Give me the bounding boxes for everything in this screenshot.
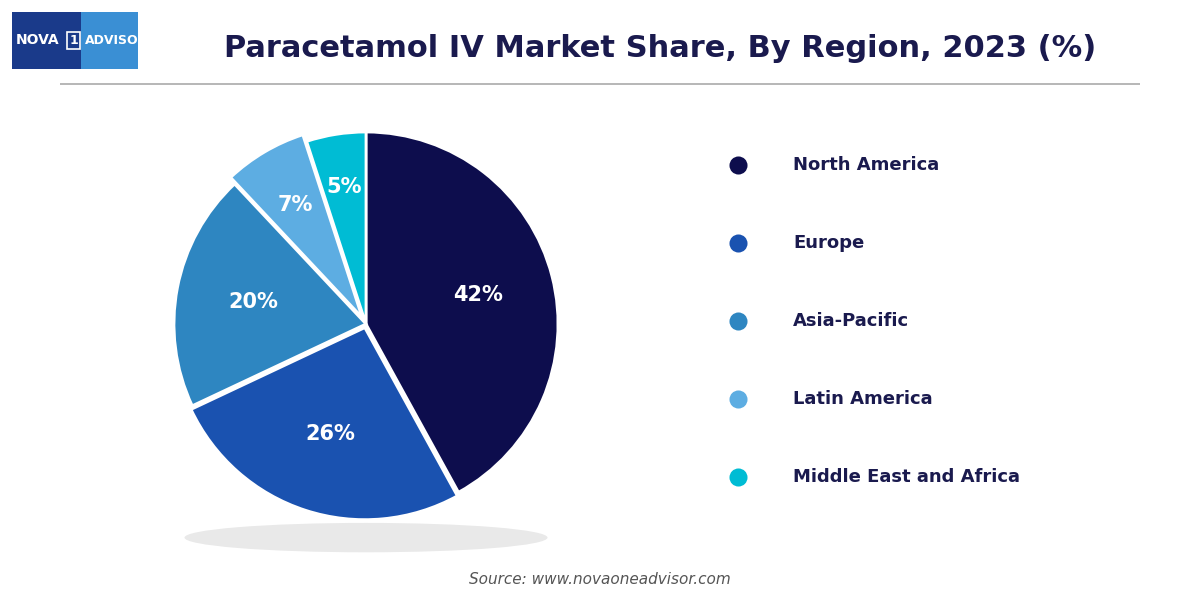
Text: Middle East and Africa: Middle East and Africa bbox=[793, 468, 1020, 486]
Text: 5%: 5% bbox=[326, 178, 362, 197]
Text: ADVISOR: ADVISOR bbox=[85, 34, 149, 47]
Ellipse shape bbox=[185, 523, 547, 552]
Text: North America: North America bbox=[793, 155, 940, 173]
FancyBboxPatch shape bbox=[12, 12, 82, 69]
Wedge shape bbox=[307, 132, 366, 324]
Wedge shape bbox=[191, 328, 457, 520]
Text: Europe: Europe bbox=[793, 234, 864, 252]
Text: Latin America: Latin America bbox=[793, 390, 932, 408]
Wedge shape bbox=[366, 132, 558, 492]
FancyBboxPatch shape bbox=[82, 12, 138, 69]
Text: NOVA: NOVA bbox=[16, 34, 60, 47]
Text: 20%: 20% bbox=[228, 292, 277, 313]
Text: Asia-Pacific: Asia-Pacific bbox=[793, 312, 910, 330]
Text: Source: www.novaoneadvisor.com: Source: www.novaoneadvisor.com bbox=[469, 571, 731, 587]
Text: 26%: 26% bbox=[306, 424, 355, 443]
Text: 42%: 42% bbox=[452, 286, 503, 305]
Text: 1: 1 bbox=[70, 34, 78, 47]
Text: Paracetamol IV Market Share, By Region, 2023 (%): Paracetamol IV Market Share, By Region, … bbox=[224, 34, 1096, 63]
Text: 7%: 7% bbox=[278, 195, 313, 215]
Wedge shape bbox=[230, 135, 362, 317]
Wedge shape bbox=[174, 184, 366, 406]
